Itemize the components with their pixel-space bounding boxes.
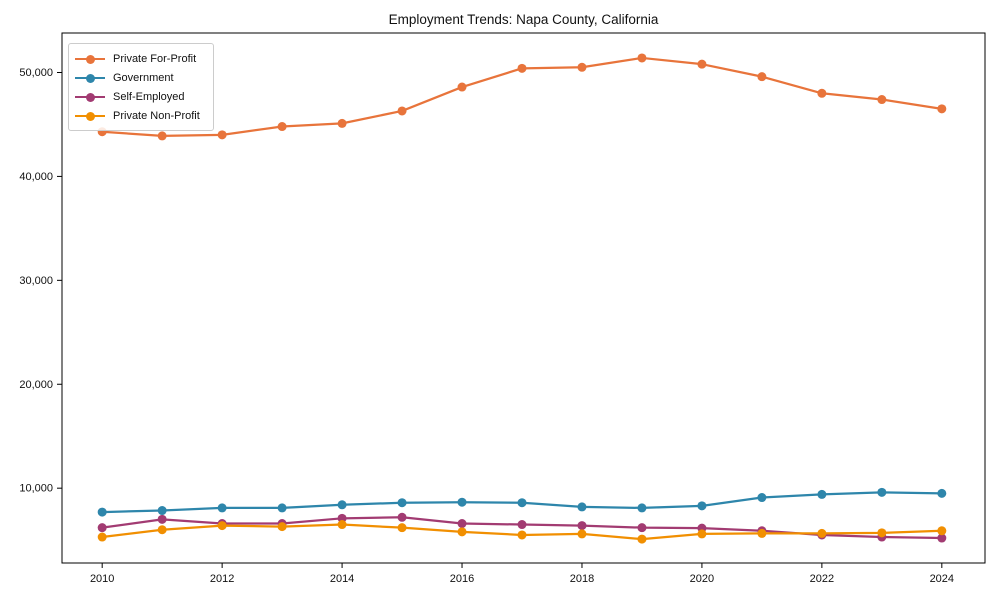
data-point [277, 522, 287, 532]
data-point [397, 512, 407, 522]
x-axis-tick-label: 2016 [450, 573, 474, 585]
data-point [217, 521, 227, 531]
data-point [97, 523, 107, 533]
data-point [397, 498, 407, 508]
data-point [577, 502, 587, 512]
data-point [577, 62, 587, 72]
data-point [817, 88, 827, 98]
legend-marker-self-employed [75, 92, 105, 102]
legend-item-self-employed: Self-Employed [75, 87, 205, 106]
data-point [217, 130, 227, 140]
legend-marker-private-for-profit [75, 54, 105, 64]
data-point [697, 501, 707, 511]
y-axis-tick-label: 50,000 [19, 67, 53, 79]
legend-item-private-for-profit: Private For-Profit [75, 49, 205, 68]
data-point [337, 118, 347, 128]
data-point [937, 488, 947, 498]
data-point [877, 528, 887, 538]
data-point [517, 520, 527, 530]
data-point [457, 82, 467, 92]
data-point [97, 507, 107, 517]
data-point [637, 534, 647, 544]
legend-label: Self-Employed [113, 90, 185, 103]
x-axis-tick-label: 2024 [930, 573, 954, 585]
data-point [157, 506, 167, 516]
legend-marker-government [75, 73, 105, 83]
data-point [337, 520, 347, 530]
chart-title: Employment Trends: Napa County, Californ… [388, 12, 659, 27]
data-point [697, 529, 707, 539]
legend: Private For-Profit Government Self-Emplo… [68, 43, 214, 131]
data-point [97, 532, 107, 542]
data-point [937, 533, 947, 543]
data-point [637, 503, 647, 513]
data-point [757, 528, 767, 538]
y-axis-tick-label: 20,000 [19, 379, 53, 391]
data-point [157, 514, 167, 524]
data-point [277, 122, 287, 132]
data-point [457, 519, 467, 529]
x-axis-tick-label: 2012 [210, 573, 234, 585]
data-point [337, 513, 347, 523]
data-point [397, 106, 407, 116]
data-point [577, 529, 587, 539]
legend-label: Private Non-Profit [113, 109, 200, 122]
data-point [877, 95, 887, 105]
data-point [457, 527, 467, 537]
data-point [517, 498, 527, 508]
data-point [697, 59, 707, 69]
x-axis-tick-label: 2018 [570, 573, 594, 585]
data-point [637, 53, 647, 63]
legend-label: Government [113, 71, 174, 84]
x-axis-tick-label: 2020 [690, 573, 714, 585]
data-point [217, 503, 227, 513]
x-axis-tick-label: 2014 [330, 573, 354, 585]
data-point [817, 528, 827, 538]
data-point [817, 489, 827, 499]
data-point [757, 72, 767, 82]
data-point [937, 104, 947, 114]
data-point [337, 500, 347, 510]
legend-item-private-non-profit: Private Non-Profit [75, 106, 205, 125]
legend-label: Private For-Profit [113, 52, 197, 65]
data-point [637, 523, 647, 533]
data-point [877, 487, 887, 497]
y-axis-tick-label: 40,000 [19, 171, 53, 183]
data-point [277, 503, 287, 513]
data-point [937, 526, 947, 536]
plot-frame [61, 32, 986, 564]
x-axis-tick-label: 2010 [90, 573, 114, 585]
data-point [397, 523, 407, 533]
x-axis-tick-label: 2022 [810, 573, 834, 585]
data-point [577, 521, 587, 531]
y-axis-tick-label: 30,000 [19, 275, 53, 287]
data-point [157, 525, 167, 535]
data-point [517, 63, 527, 73]
legend-marker-private-non-profit [75, 111, 105, 121]
data-point [517, 530, 527, 540]
data-point [757, 493, 767, 503]
legend-item-government: Government [75, 68, 205, 87]
data-point [157, 131, 167, 141]
y-axis-tick-label: 10,000 [19, 483, 53, 495]
data-point [457, 497, 467, 507]
